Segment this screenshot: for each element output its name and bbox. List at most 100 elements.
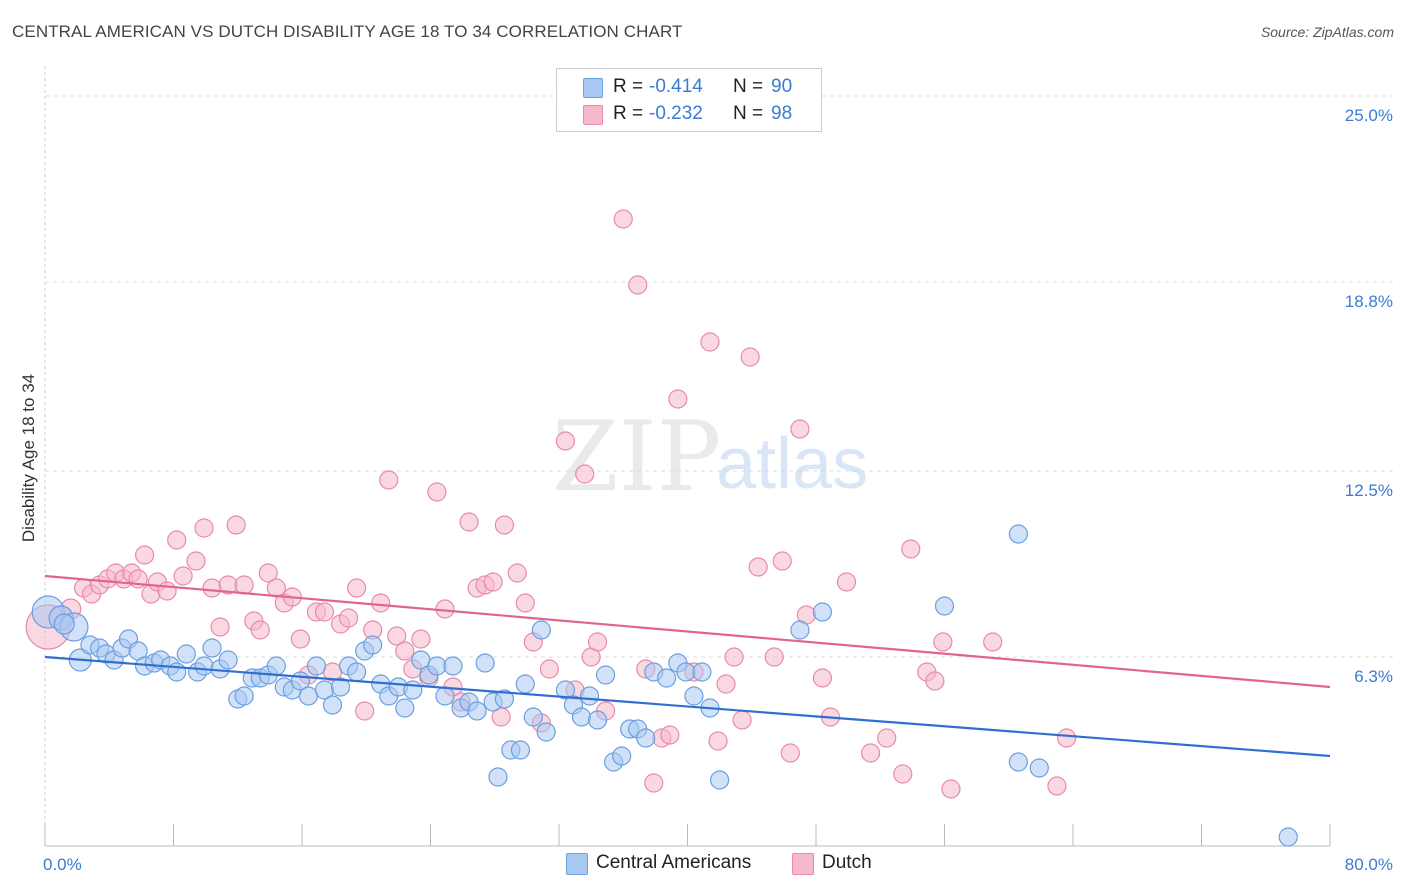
central-americans-point (1008, 524, 1028, 544)
dutch-point (700, 332, 720, 352)
legend-n-label: N = (733, 103, 764, 124)
dutch-point (515, 593, 535, 613)
bottom-legend-swatch-pink (792, 853, 814, 875)
dutch-point (226, 515, 246, 535)
y-tick-label: 12.5% (1345, 481, 1393, 500)
dutch-point (258, 563, 278, 583)
central-americans-point (363, 635, 383, 655)
legend-n-value: 98 (771, 103, 793, 124)
central-americans-point (494, 689, 514, 709)
central-americans-point (488, 767, 508, 787)
legend-r-value: -0.414 (649, 76, 703, 97)
central-americans-point (435, 686, 455, 706)
legend-row-central-americans: R = -0.414 N = 90 (557, 73, 821, 101)
dutch-point (925, 671, 945, 691)
central-americans-point (510, 740, 531, 760)
source-label: Source: ZipAtlas.com (1260, 24, 1394, 40)
central-americans-point (587, 710, 608, 730)
central-americans-point (427, 656, 447, 676)
central-americans-point (1008, 752, 1028, 772)
central-americans-point (536, 722, 556, 742)
central-americans-point (306, 656, 327, 676)
central-americans-point (202, 638, 222, 658)
central-americans-point (934, 596, 955, 616)
dutch-point (901, 539, 921, 559)
central-americans-point (595, 665, 616, 685)
central-americans-point (579, 686, 600, 706)
dutch-point (732, 710, 752, 730)
dutch-point (134, 545, 155, 565)
legend-swatch-pink (583, 105, 603, 125)
dutch-point (539, 659, 559, 679)
y-tick-label: 18.8% (1345, 292, 1393, 311)
x-tick-label: 80.0% (1345, 855, 1393, 874)
central-americans-point (403, 680, 423, 700)
trendlines (44, 574, 1331, 758)
central-americans-point (218, 650, 238, 670)
central-americans-point (692, 662, 712, 682)
dutch-point (708, 731, 728, 751)
central-americans-point (1029, 758, 1049, 778)
dutch-point (483, 572, 503, 592)
central-americans-point (1278, 827, 1298, 847)
dutch-point (290, 629, 310, 649)
y-tick-labels: 25.0% 18.8% 12.5% 6.3% (1345, 106, 1393, 686)
dutch-point (459, 512, 479, 532)
dutch-point (167, 530, 187, 550)
central-americans-point (523, 707, 543, 727)
central-americans-point (475, 653, 495, 673)
dutch-point (157, 581, 177, 601)
central-americans-points (31, 524, 1298, 847)
central-americans-point (571, 707, 592, 727)
dutch-point (379, 470, 399, 490)
dutch-point (194, 518, 214, 538)
dutch-point (210, 617, 230, 637)
central-americans-point (467, 701, 487, 721)
dutch-point (724, 647, 744, 667)
dutch-point (836, 572, 857, 592)
central-americans-point (330, 677, 351, 697)
watermark-zip-text: ZIP (552, 401, 721, 513)
dutch-point (186, 551, 206, 571)
central-americans-point (531, 620, 551, 640)
dutch-point (861, 743, 881, 763)
central-americans-point (234, 686, 254, 706)
dutch-point (173, 566, 193, 586)
dutch-point (613, 209, 633, 229)
dutch-point (494, 515, 514, 535)
bottom-legend-label: Dutch (822, 852, 872, 873)
x-tick-label: 0.0% (43, 855, 82, 874)
dutch-point (1047, 776, 1067, 796)
dutch-point (338, 608, 359, 628)
watermark-atlas-text: atlas (716, 424, 868, 504)
central-americans-trendline (44, 655, 1331, 758)
watermark: ZIP atlas (552, 401, 868, 513)
central-americans-point (710, 770, 730, 790)
chart-title: CENTRAL AMERICAN VS DUTCH DISABILITY AGE… (12, 22, 683, 41)
dutch-point (575, 464, 595, 484)
dutch-point (371, 593, 391, 613)
central-americans-point (395, 698, 415, 718)
dutch-trendline (44, 574, 1331, 689)
dutch-point (941, 779, 961, 799)
dutch-point (314, 602, 335, 622)
dutch-point (877, 728, 897, 748)
dutch-point (660, 725, 680, 745)
legend: R = -0.414 N = 90 R = -0.232 N = 98 (556, 68, 822, 132)
central-americans-point (555, 680, 576, 700)
central-americans-point (515, 674, 535, 694)
central-americans-point (266, 656, 286, 676)
legend-swatch-blue (583, 78, 603, 98)
dutch-point (250, 620, 270, 640)
y-tick-label: 6.3% (1354, 667, 1393, 686)
central-americans-point (676, 662, 696, 682)
dutch-point (555, 431, 576, 451)
central-americans-point (636, 728, 656, 748)
dutch-point (1056, 728, 1077, 748)
central-americans-point (790, 620, 810, 640)
grid-lines (45, 95, 1394, 658)
legend-r-label: R = (613, 76, 644, 97)
dutch-point (507, 563, 527, 583)
bottom-legend-swatch-blue (566, 853, 588, 875)
